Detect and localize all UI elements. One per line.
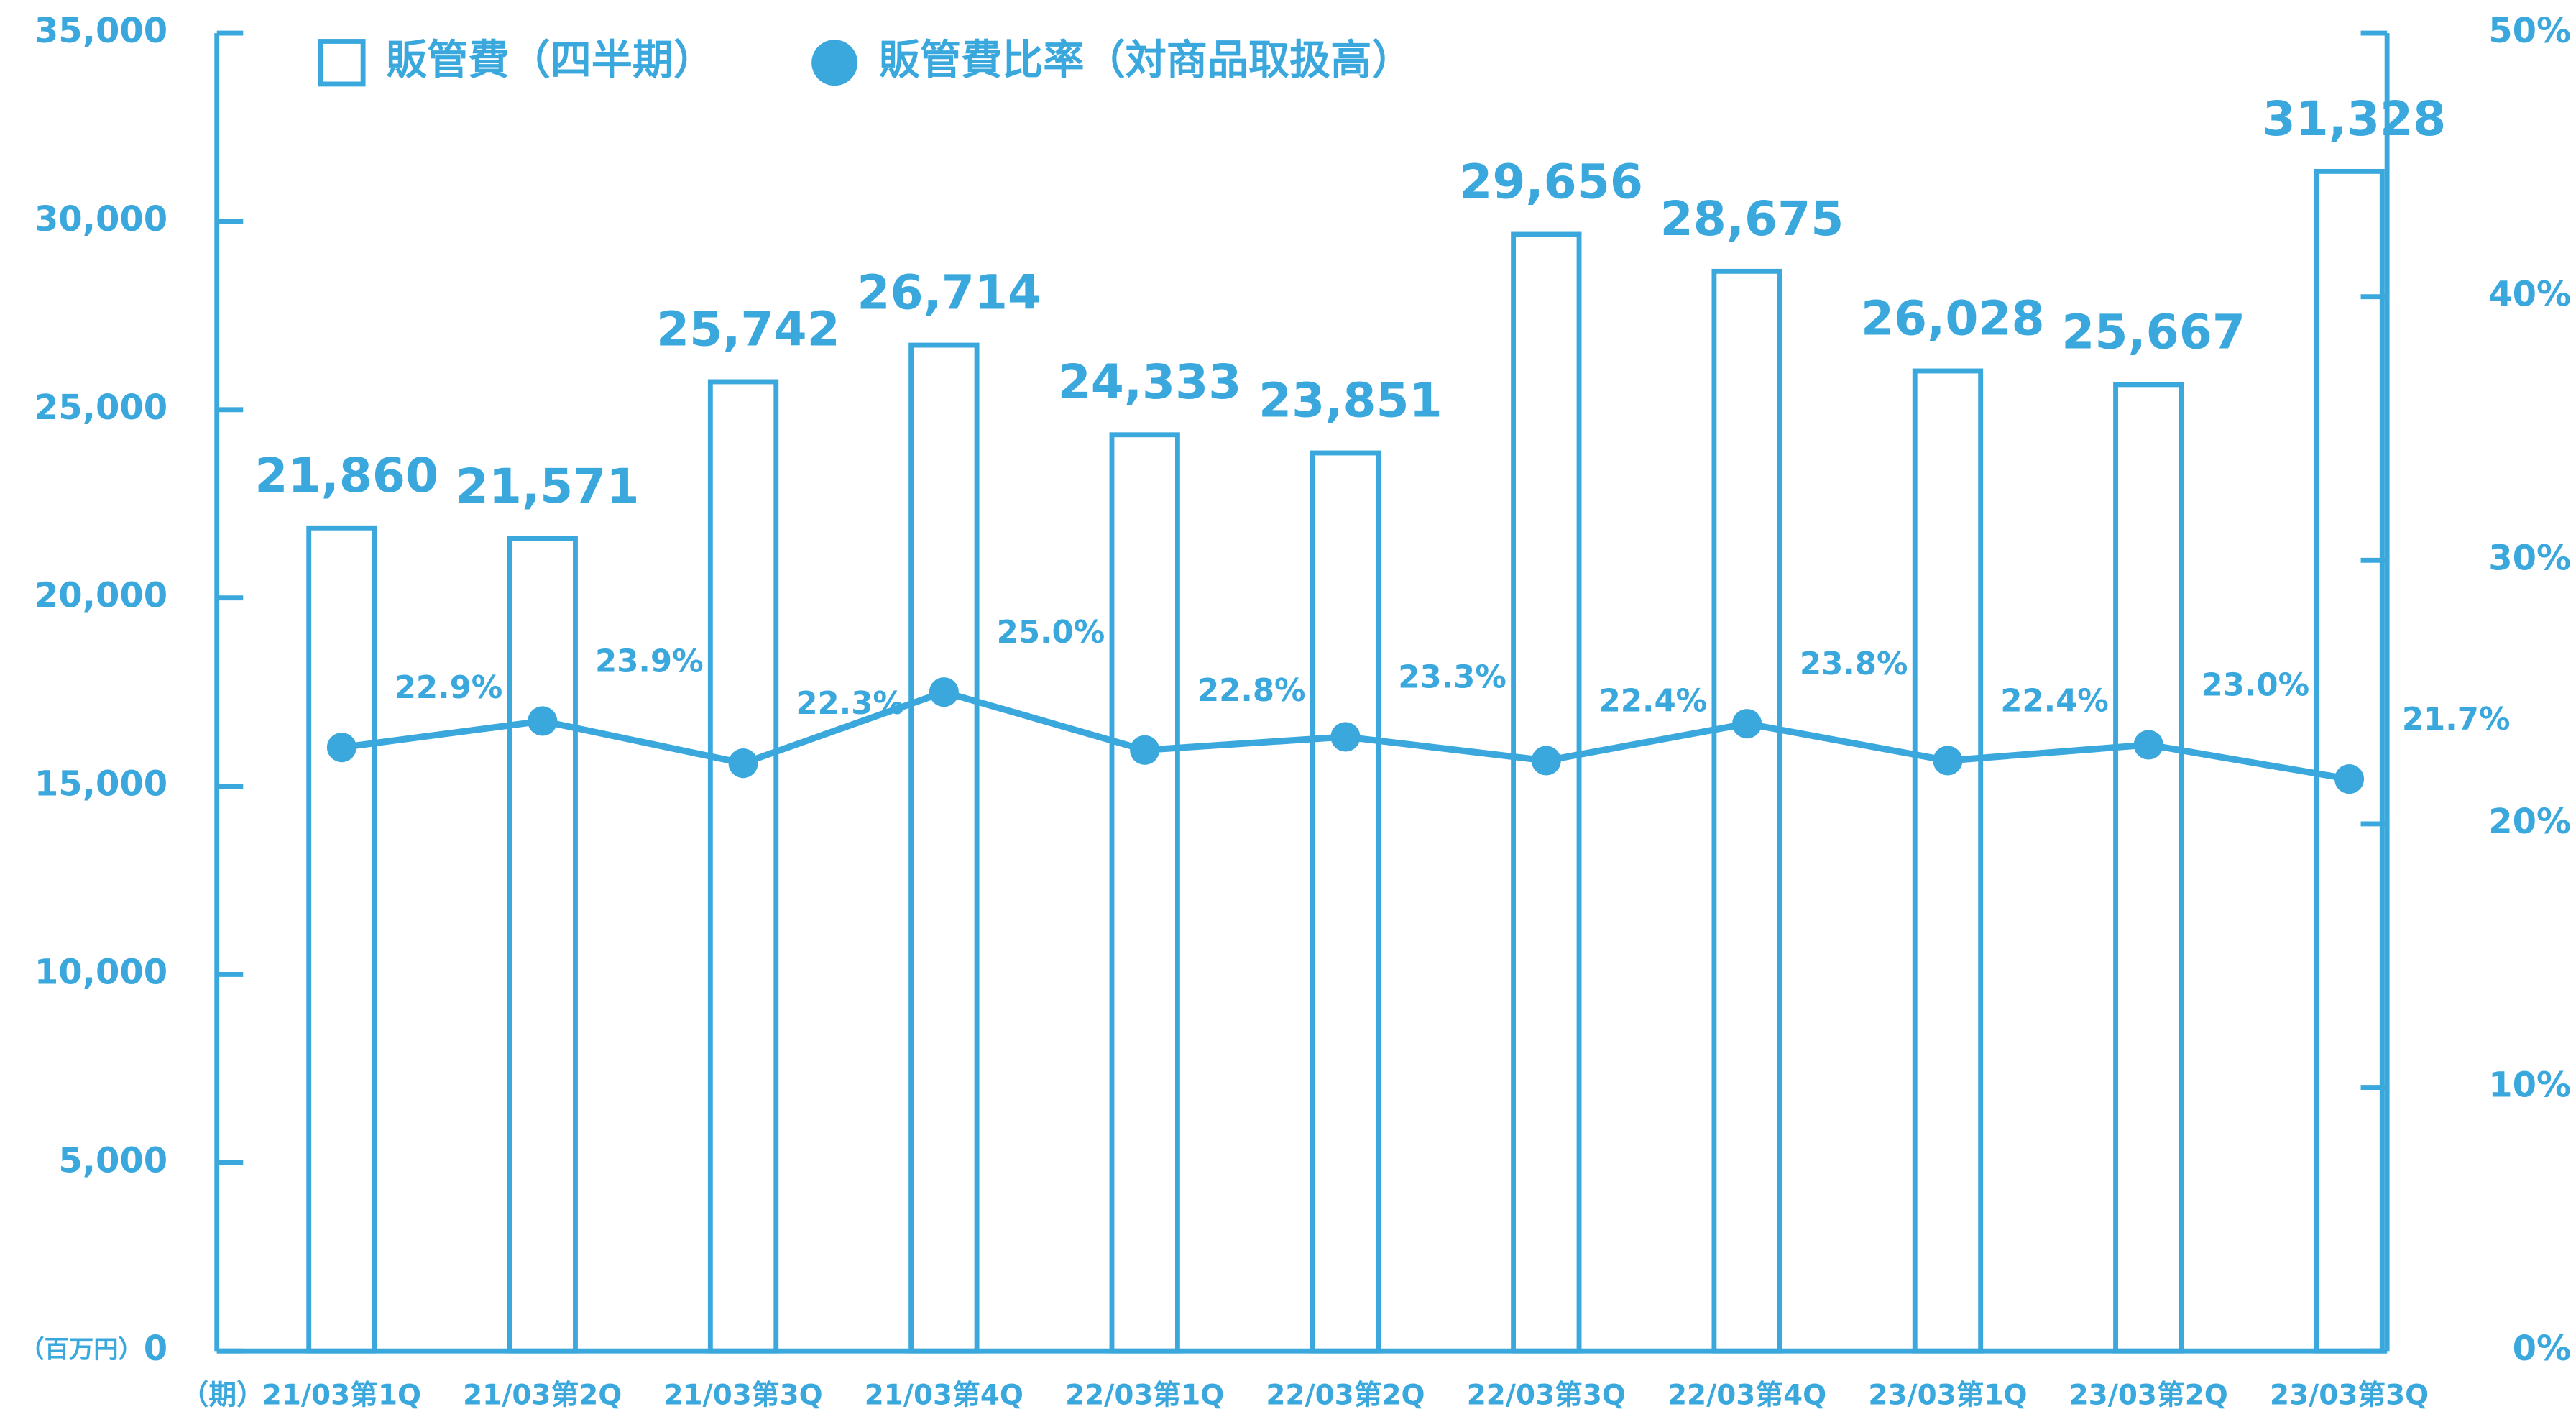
bar (2116, 385, 2181, 1351)
line-value-label: 23.8% (1800, 646, 1908, 682)
bar-value-label: 26,714 (857, 265, 1041, 321)
line-point (1330, 722, 1360, 751)
bar-value-label: 21,571 (456, 458, 640, 514)
bar-value-label: 25,667 (2061, 303, 2245, 359)
y2-tick-label: 40% (2488, 275, 2571, 315)
line-value-label: 25.0% (997, 615, 1105, 651)
bar (1514, 234, 1579, 1351)
line-value-label: 22.3% (796, 686, 904, 722)
bar (710, 382, 776, 1351)
y2-tick-label: 50% (2488, 11, 2571, 51)
y-tick-label: 35,000 (34, 11, 167, 51)
y-tick-label: 20,000 (34, 576, 167, 616)
x-tick-label: 23/03第3Q (2270, 1380, 2429, 1412)
x-tick-label: 22/03第4Q (1668, 1380, 1826, 1412)
x-tick-label: 22/03第2Q (1266, 1380, 1425, 1412)
line-value-label: 22.9% (395, 670, 503, 706)
x-tick-label: 22/03第3Q (1467, 1380, 1626, 1412)
line-point (2134, 730, 2163, 759)
bar-value-label: 31,328 (2263, 91, 2447, 147)
legend-swatch (321, 42, 363, 84)
line-value-label: 22.4% (1599, 683, 1708, 719)
bar (1915, 371, 1980, 1351)
line-point (528, 706, 557, 735)
y-tick-label: 25,000 (34, 388, 167, 428)
y-tick-label: 30,000 (34, 199, 167, 239)
y2-tick-label: 0% (2513, 1329, 2572, 1369)
y2-tick-label: 20% (2488, 802, 2571, 842)
bar-value-label: 25,742 (656, 301, 840, 357)
line-point (1933, 746, 1962, 775)
x-axis-unit: （期） (180, 1380, 264, 1412)
bar-value-label: 23,851 (1259, 372, 1443, 428)
x-tick-label: 21/03第1Q (262, 1380, 421, 1412)
bar (309, 528, 374, 1351)
bar-value-label: 28,675 (1660, 191, 1844, 247)
line-point (1532, 746, 1561, 775)
line-value-label: 23.3% (1398, 659, 1506, 695)
y-tick-label: 10,000 (34, 952, 167, 992)
line-point (1732, 709, 1762, 738)
bar (1312, 453, 1378, 1351)
line-point (728, 748, 758, 778)
page: （百万円） （期） 0 5,000 10,000 15,000 20,000 25,000… (0, 0, 2576, 1417)
y2-tick-label: 30% (2488, 538, 2571, 578)
y2-tick-label: 10% (2488, 1065, 2571, 1106)
line-value-label: 22.8% (1197, 673, 1306, 709)
x-tick-label: 23/03第2Q (2069, 1380, 2228, 1412)
y-tick-label: 0 (144, 1329, 167, 1369)
line-value-label: 23.9% (595, 643, 704, 679)
bar (1112, 435, 1177, 1351)
bar (911, 345, 977, 1351)
line-point (1130, 735, 1159, 765)
line-point (929, 677, 959, 707)
line-point (327, 733, 356, 762)
chart: （百万円） （期） 0 5,000 10,000 15,000 20,000 25,000… (0, 0, 2576, 1417)
bar-value-label: 21,860 (254, 447, 438, 503)
bar-value-label: 26,028 (1861, 290, 2045, 346)
x-tick-label: 21/03第3Q (663, 1380, 822, 1412)
legend-label: 販管費比率（対商品取扱高） (879, 37, 1413, 84)
bar (1714, 271, 1780, 1351)
x-tick-label: 22/03第1Q (1065, 1380, 1224, 1412)
bar-value-label: 29,656 (1459, 153, 1643, 209)
y-tick-label: 15,000 (34, 764, 167, 804)
line-value-label: 21.7% (2402, 702, 2511, 738)
x-tick-label: 23/03第1Q (1868, 1380, 2027, 1412)
line-value-label: 23.0% (2202, 667, 2310, 703)
line-point (2334, 764, 2364, 794)
y-tick-label: 5,000 (58, 1140, 167, 1180)
legend-swatch (811, 40, 857, 86)
bar (2317, 171, 2382, 1351)
x-tick-label: 21/03第2Q (463, 1380, 622, 1412)
y-axis-unit: （百万円） (19, 1336, 142, 1365)
bar (510, 538, 575, 1351)
bar-value-label: 24,333 (1058, 354, 1242, 410)
x-tick-label: 21/03第4Q (865, 1380, 1024, 1412)
legend-label: 販管費（四半期） (386, 37, 714, 84)
line-value-label: 22.4% (2000, 683, 2109, 719)
